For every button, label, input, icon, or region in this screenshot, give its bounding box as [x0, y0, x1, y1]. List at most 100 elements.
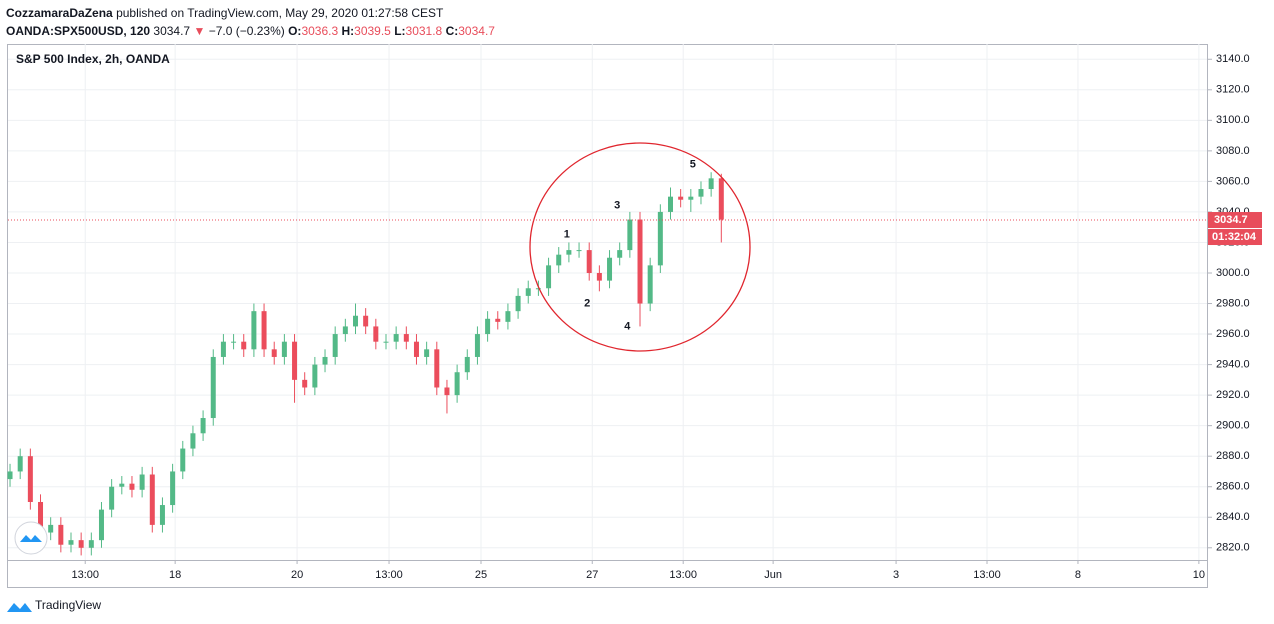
- candle-body: [535, 288, 541, 290]
- annotation: 4: [624, 320, 631, 332]
- x-tick-label: 18: [169, 569, 181, 581]
- candle-body: [109, 486, 115, 510]
- candle-body: [271, 349, 277, 357]
- candle-body: [637, 219, 643, 304]
- candle-body: [647, 265, 653, 304]
- x-tick-label: 10: [1193, 569, 1205, 581]
- x-tick-label: 13:00: [669, 569, 697, 581]
- candle-body: [170, 471, 176, 506]
- y-tick-label: 3060.0: [1216, 175, 1250, 187]
- y-tick-label: 2860.0: [1216, 481, 1250, 493]
- watermark-button[interactable]: [14, 521, 48, 555]
- l-label: L:: [394, 24, 406, 38]
- candle-body: [332, 334, 338, 357]
- annotation: 1: [564, 229, 570, 241]
- candle-body: [657, 211, 663, 266]
- annotation: 2: [584, 297, 590, 309]
- candle-body: [241, 341, 247, 350]
- candle-body: [698, 189, 704, 197]
- candle-body: [373, 326, 379, 342]
- publish-line: CozzamaraDaZena published on TradingView…: [6, 4, 495, 22]
- annotation: 5: [690, 159, 696, 171]
- candle-body: [688, 196, 694, 200]
- candle-body: [383, 341, 389, 343]
- candle-body: [556, 254, 562, 266]
- candle-body: [180, 448, 186, 472]
- quote-line: OANDA:SPX500USD, 120 3034.7 ▼ −7.0 (−0.2…: [6, 22, 495, 40]
- footer-logo: [7, 603, 32, 612]
- candle-body: [708, 178, 714, 190]
- candle-body: [678, 196, 684, 200]
- candle-body: [353, 315, 359, 327]
- y-tick-label: 2940.0: [1216, 358, 1250, 370]
- candle-body: [424, 349, 430, 357]
- x-tick-label: 20: [291, 569, 303, 581]
- chart-title: S&P 500 Index, 2h, OANDA: [16, 52, 170, 66]
- candle-body: [515, 295, 521, 312]
- o-label: O:: [288, 24, 302, 38]
- y-tick-label: 3100.0: [1216, 114, 1250, 126]
- candle-body: [607, 257, 613, 281]
- published: published on TradingView.com, May 29, 20…: [116, 6, 444, 20]
- candle-body: [627, 219, 633, 251]
- candle-body: [413, 341, 419, 357]
- candle-body: [495, 318, 501, 322]
- candle-body: [546, 265, 552, 289]
- candle-body: [566, 250, 572, 255]
- footer-brand: TradingView: [35, 598, 101, 612]
- y-tick-label: 3080.0: [1216, 145, 1250, 157]
- watermark-circle[interactable]: [14, 521, 48, 555]
- countdown-label: 01:32:04: [1212, 231, 1257, 243]
- candle-body: [505, 311, 511, 322]
- candle-body: [292, 341, 298, 380]
- last: 3034.7: [153, 24, 191, 38]
- candle-body: [464, 356, 470, 373]
- y-tick-label: 2960.0: [1216, 328, 1250, 340]
- candle-body: [48, 524, 54, 533]
- candle-body: [444, 387, 450, 396]
- candle-body: [718, 178, 724, 220]
- candle-body: [38, 501, 44, 533]
- h-label: H:: [341, 24, 355, 38]
- candle-body: [363, 315, 369, 327]
- x-tick-label: Jun: [764, 569, 782, 581]
- candle-body: [596, 272, 602, 281]
- symbol: OANDA:SPX500USD, 120: [6, 24, 151, 38]
- last-price-box: [1208, 212, 1262, 229]
- header: CozzamaraDaZena published on TradingView…: [6, 4, 495, 40]
- watermark-icon: [20, 535, 42, 542]
- change: −7.0 (−0.23%): [208, 24, 285, 38]
- candle-body: [17, 456, 23, 472]
- open: 3036.3: [301, 24, 339, 38]
- x-tick-label: 27: [586, 569, 598, 581]
- candle-body: [190, 433, 196, 449]
- candle-body: [88, 540, 94, 548]
- y-tick-label: 3140.0: [1216, 53, 1250, 65]
- frame: [7, 44, 1208, 588]
- candle-body: [27, 456, 33, 502]
- grid: [8, 44, 1207, 560]
- x-tick-label: 13:00: [71, 569, 99, 581]
- candle-body: [261, 311, 267, 350]
- y-tick-label: 3000.0: [1216, 267, 1250, 279]
- y-tick-label: 2920.0: [1216, 389, 1250, 401]
- candle-body: [68, 540, 74, 545]
- candle-body: [667, 196, 673, 212]
- candle-body: [251, 311, 257, 350]
- candle-body: [139, 474, 145, 490]
- candle-body: [576, 250, 582, 252]
- candle-body: [617, 250, 623, 258]
- y-tick-label: 2880.0: [1216, 450, 1250, 462]
- x-tick-label: 3: [893, 569, 899, 581]
- arrow: ▼: [193, 24, 206, 38]
- candle-body: [454, 372, 460, 396]
- high: 3039.5: [354, 24, 391, 38]
- low: 3031.8: [405, 24, 443, 38]
- x-tick-label: 13:00: [375, 569, 403, 581]
- candle-body: [302, 379, 308, 388]
- candle-body: [393, 334, 399, 342]
- candle-body: [119, 483, 125, 487]
- publisher: CozzamaraDaZena: [6, 6, 113, 20]
- candle-body: [312, 364, 318, 388]
